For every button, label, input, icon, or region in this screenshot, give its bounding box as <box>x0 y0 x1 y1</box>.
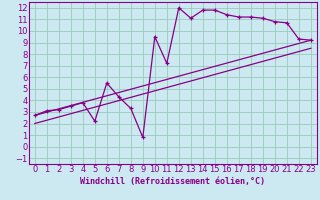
X-axis label: Windchill (Refroidissement éolien,°C): Windchill (Refroidissement éolien,°C) <box>80 177 265 186</box>
